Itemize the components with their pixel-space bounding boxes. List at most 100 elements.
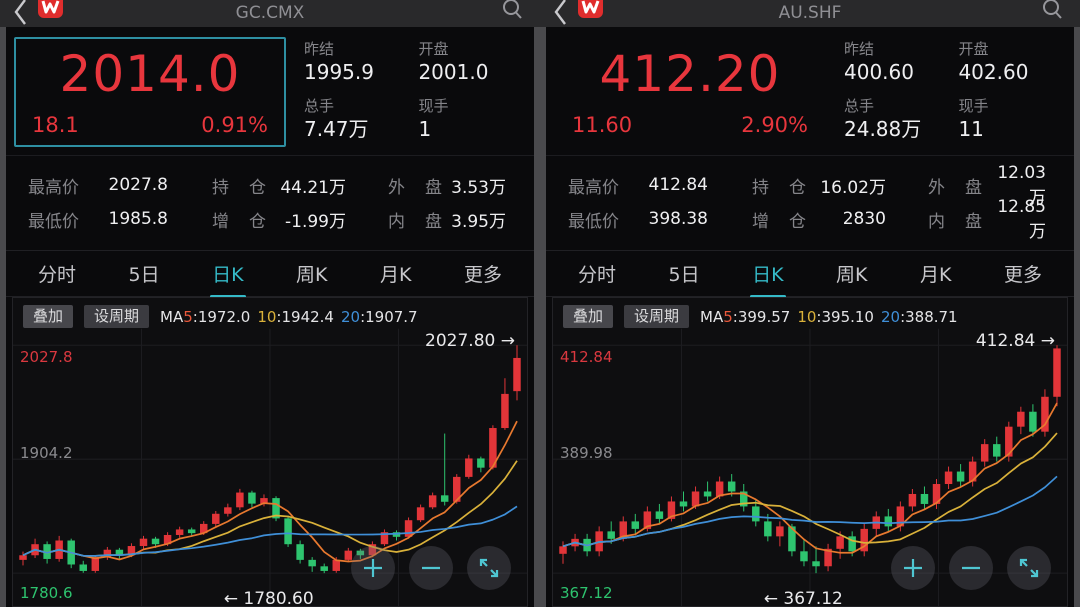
price-box-selected[interactable]: 2014.0 18.1 0.91%	[14, 37, 286, 147]
expand-fullscreen-button[interactable]	[467, 546, 511, 590]
search-icon[interactable]	[1040, 0, 1064, 24]
detail-value: -1.99万	[285, 211, 346, 232]
search-icon[interactable]	[500, 0, 524, 24]
detail-label: 外盘	[928, 177, 982, 198]
stat-value: 1995.9	[304, 60, 374, 84]
detail-label: 内盘	[388, 211, 442, 232]
candlestick-chart-area[interactable]: 叠加 设周期 MA5:399.57 10:395.10 20:388.71 412.…	[552, 297, 1068, 607]
zoom-out-button[interactable]	[949, 546, 993, 590]
stat-label: 现手	[958, 97, 989, 115]
stat-label: 总手	[304, 97, 335, 115]
expand-fullscreen-button[interactable]	[1007, 546, 1051, 590]
tab-fenshi[interactable]: 分时	[578, 264, 617, 286]
ma5-label: 5	[723, 307, 733, 326]
last-price: 412.20	[599, 45, 781, 103]
quote-stats: 昨结 1995.9 开盘 2001.0 总手 7.47万 现手 1	[286, 37, 522, 147]
axis-label-low: 1780.6	[20, 584, 73, 602]
detail-section: 最高价 412.84 持仓 16.02万 外盘 12.03万 最低价 398.3…	[546, 155, 1074, 250]
detail-label: 外盘	[388, 177, 442, 198]
quote-section: 412.20 11.60 2.90% 昨结 400.60 开盘 402.60 总手 2…	[546, 27, 1074, 155]
detail-label: 最低价	[28, 211, 79, 232]
tab-daily-k[interactable]: 日K	[750, 254, 785, 293]
detail-value: 1985.8	[108, 209, 168, 229]
stat-value: 1	[418, 117, 432, 141]
stat-label: 昨结	[304, 40, 335, 58]
detail-label: 最低价	[568, 211, 619, 232]
detail-value: 16.02万	[820, 177, 886, 198]
tab-monthly-k[interactable]: 月K	[919, 264, 952, 286]
back-button[interactable]	[550, 0, 572, 28]
detail-label: 增仓	[212, 211, 266, 232]
app-logo-icon[interactable]	[578, 0, 603, 18]
stat-label: 开盘	[958, 40, 989, 58]
panel-gc-cmx: GC.CMX 2014.0 18.1 0.91% 昨结 1995.9 开盘 2001…	[0, 0, 540, 607]
ma5-label: 5	[183, 307, 193, 326]
nav-bar: GC.CMX	[0, 0, 540, 27]
period-tabs: 分时 5日 日K 周K 月K 更多	[546, 250, 1074, 297]
candlestick-chart-area[interactable]: 叠加 设周期 MA5:1972.0 10:1942.4 20:1907.7 2027…	[12, 297, 528, 607]
panel-body: 412.20 11.60 2.90% 昨结 400.60 开盘 402.60 总手 2…	[540, 27, 1080, 607]
candlestick-plot[interactable]	[13, 298, 527, 606]
tab-fenshi[interactable]: 分时	[38, 264, 77, 286]
price-change-pct: 0.91%	[201, 113, 268, 137]
stat-value: 24.88万	[844, 117, 922, 141]
ma10-label: 10	[797, 307, 817, 326]
detail-value: 3.53万	[451, 177, 506, 198]
candlestick-plot[interactable]	[553, 298, 1067, 606]
detail-row: 最低价 398.38 增仓 2830 内盘 12.85万	[546, 197, 1074, 242]
axis-label-high: 2027.8	[20, 348, 73, 366]
axis-label-mid: 1904.2	[20, 444, 73, 462]
back-button[interactable]	[10, 0, 32, 28]
tab-weekly-k[interactable]: 周K	[296, 264, 328, 286]
quote-stats: 昨结 400.60 开盘 402.60 总手 24.88万 现手 11	[826, 37, 1062, 147]
price-change: 11.60	[572, 113, 633, 137]
ma20-label: 20	[880, 307, 901, 326]
ma20-label: 20	[340, 307, 361, 326]
detail-row: 最低价 1985.8 增仓 -1.99万 内盘 3.95万	[6, 202, 534, 236]
chart-header: 叠加 设周期 MA5:1972.0 10:1942.4 20:1907.7	[23, 305, 517, 328]
detail-row: 最高价 2027.8 持仓 44.21万 外盘 3.53万	[6, 168, 534, 202]
quote-section: 2014.0 18.1 0.91% 昨结 1995.9 开盘 2001.0 总手 7.…	[6, 27, 534, 155]
detail-label: 最高价	[568, 177, 619, 198]
set-period-button[interactable]: 设周期	[624, 305, 690, 328]
chart-zoom-controls	[351, 546, 511, 590]
detail-value: 12.85万	[997, 196, 1046, 242]
tab-weekly-k[interactable]: 周K	[836, 264, 868, 286]
low-price-marker: ← 367.12	[763, 589, 843, 607]
tab-5day[interactable]: 5日	[668, 264, 700, 286]
price-box[interactable]: 412.20 11.60 2.90%	[554, 37, 826, 147]
axis-label-mid: 389.98	[560, 444, 613, 462]
detail-value: 412.84	[648, 175, 708, 195]
stat-value: 402.60	[958, 60, 1029, 84]
detail-value: 398.38	[648, 209, 708, 229]
axis-label-low: 367.12	[560, 584, 613, 602]
overlay-button[interactable]: 叠加	[563, 305, 614, 328]
set-period-button[interactable]: 设周期	[84, 305, 150, 328]
price-change: 18.1	[32, 113, 79, 137]
zoom-out-button[interactable]	[409, 546, 453, 590]
tab-more[interactable]: 更多	[1003, 264, 1042, 286]
detail-value: 44.21万	[280, 177, 346, 198]
zoom-in-button[interactable]	[891, 546, 935, 590]
stat-label: 昨结	[844, 40, 875, 58]
high-price-marker: 2027.80 →	[425, 331, 515, 351]
tab-daily-k[interactable]: 日K	[210, 254, 245, 293]
detail-section: 最高价 2027.8 持仓 44.21万 外盘 3.53万 最低价 1985.8…	[6, 155, 534, 250]
tab-more[interactable]: 更多	[463, 264, 502, 286]
zoom-in-button[interactable]	[351, 546, 395, 590]
overlay-button[interactable]: 叠加	[23, 305, 74, 328]
stat-value: 400.60	[844, 60, 914, 84]
contract-title: GC.CMX	[235, 3, 305, 23]
stat-value: 11	[958, 117, 984, 141]
tab-monthly-k[interactable]: 月K	[379, 264, 412, 286]
stat-label: 开盘	[418, 40, 449, 58]
app-logo-icon[interactable]	[38, 0, 63, 18]
stat-label: 总手	[844, 97, 875, 115]
ma-legend: MA5:1972.0 10:1942.4 20:1907.7	[160, 307, 418, 326]
low-price-marker: ← 1780.60	[223, 589, 314, 607]
axis-label-high: 412.84	[560, 348, 613, 366]
detail-value: 2027.8	[108, 175, 168, 195]
price-change-pct: 2.90%	[741, 113, 808, 137]
tab-5day[interactable]: 5日	[128, 264, 160, 286]
